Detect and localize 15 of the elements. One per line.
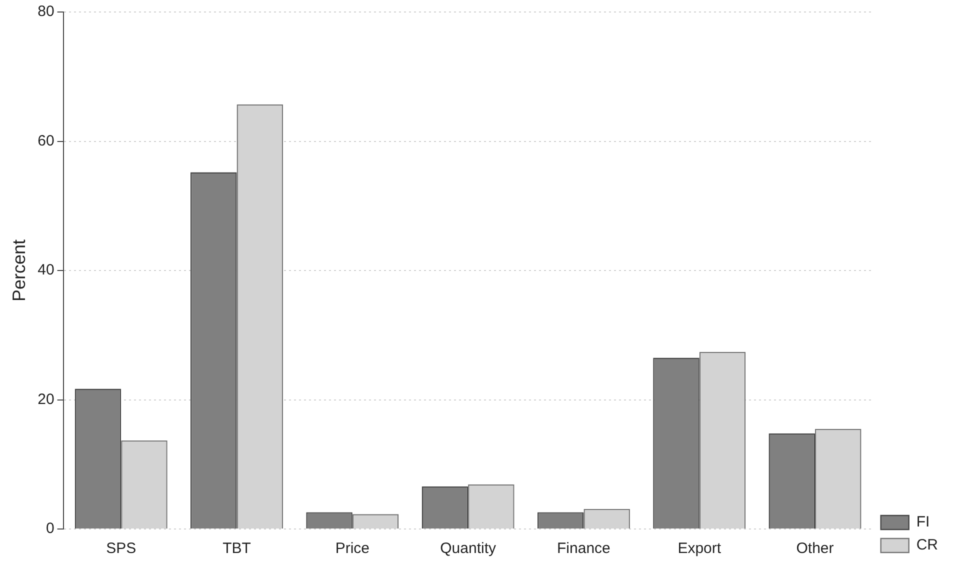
x-tick-label: TBT [222, 540, 251, 558]
y-tick-label: 0 [46, 520, 54, 538]
x-tick-label: Export [678, 540, 722, 558]
y-tick-label: 20 [38, 390, 54, 408]
y-tick-label: 80 [38, 3, 54, 20]
y-tick-label: 40 [38, 262, 54, 279]
x-tick-label: Quantity [440, 540, 496, 558]
y-axis-title: Percent [8, 239, 29, 302]
x-tick-label: Finance [557, 540, 610, 558]
legend-label: FI [916, 514, 930, 531]
legend-label: CR [916, 536, 938, 554]
x-tick-label: Price [335, 540, 370, 558]
y-tick-label: 60 [38, 132, 54, 150]
x-tick-label: Other [796, 540, 834, 558]
x-tick-label: SPS [106, 540, 136, 558]
